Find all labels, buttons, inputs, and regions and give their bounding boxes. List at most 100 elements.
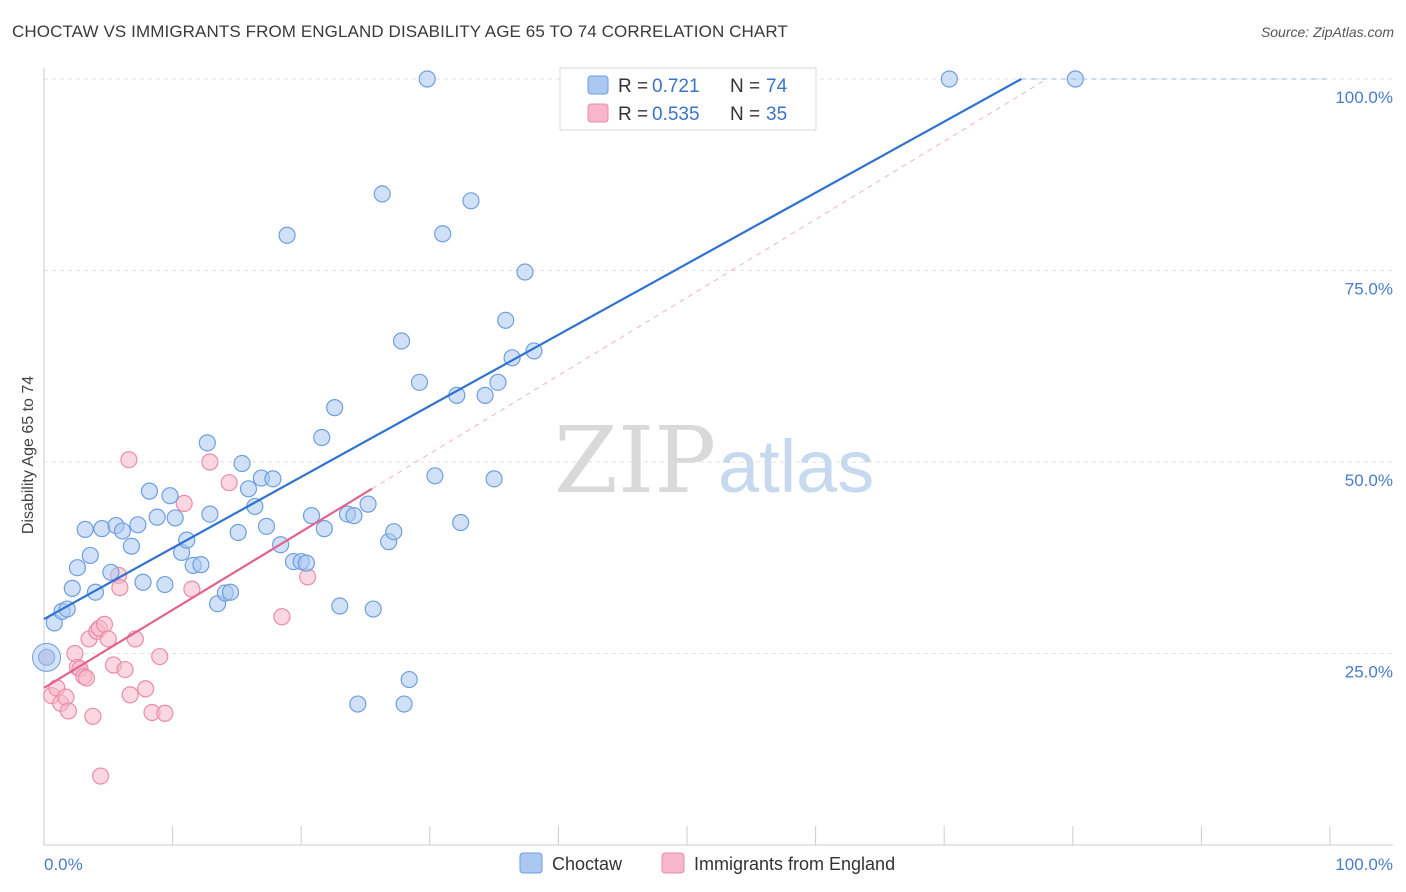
legend-r-label: R = (618, 76, 648, 97)
legend-box: R = 0.721 N = 74 R = 0.535 N = 35 (559, 67, 817, 131)
england-point (84, 707, 102, 725)
choctaw-point (221, 583, 240, 601)
england-trend-line (43, 487, 373, 689)
choctaw-point (122, 537, 141, 555)
england-trend-extension (371, 78, 1047, 490)
watermark-atlas: atlas (718, 425, 874, 508)
choctaw-point (233, 454, 251, 473)
y-tick-label-75: 75.0% (1345, 280, 1393, 299)
england-point (111, 579, 129, 597)
legend-n-value-england: 35 (766, 104, 787, 125)
choctaw-point (476, 386, 494, 404)
england-point (136, 680, 155, 698)
legend-n-value-choctaw: 74 (766, 76, 788, 97)
legend-n-label: N = (730, 104, 760, 125)
x-tick-labels: 0.0% 100.0% (44, 855, 1393, 874)
choctaw-point (148, 508, 166, 526)
choctaw-point (113, 522, 132, 540)
choctaw-point (364, 600, 382, 618)
choctaw-point (497, 311, 515, 329)
axes (43, 68, 1393, 846)
legend-n-label: N = (730, 76, 760, 97)
england-point (91, 767, 110, 785)
legend-swatch-choctaw (587, 75, 609, 95)
choctaw-point (81, 546, 99, 565)
choctaw-point (392, 332, 411, 350)
choctaw-point (68, 559, 87, 577)
choctaw-point (359, 495, 377, 513)
choctaw-point (161, 487, 179, 505)
choctaw-point (385, 523, 403, 541)
choctaw-point (434, 225, 452, 243)
choctaw-point (201, 505, 219, 523)
x-tick-label-min: 0.0% (44, 855, 83, 874)
england-point (116, 660, 134, 679)
choctaw-point (489, 373, 507, 391)
choctaw-point (229, 523, 247, 542)
choctaw-point (278, 226, 296, 244)
choctaw-point (426, 467, 444, 485)
bottom-legend: Choctaw Immigrants from England (519, 852, 895, 874)
choctaw-point (485, 470, 503, 488)
choctaw-point (297, 554, 315, 572)
choctaw-point (315, 520, 333, 538)
choctaw-point (452, 513, 470, 532)
y-tick-label-100: 100.0% (1335, 88, 1393, 107)
choctaw-point (63, 579, 81, 597)
bottom-legend-england: Immigrants from England (694, 854, 895, 874)
choctaw-point (192, 556, 210, 574)
england-point (273, 608, 291, 626)
choctaw-point (93, 520, 111, 538)
choctaw-point (102, 563, 120, 581)
choctaw-point (410, 373, 429, 391)
choctaw-point (418, 70, 436, 88)
choctaw-point (140, 482, 159, 500)
choctaw-point (302, 507, 321, 525)
x-tick-label-max: 100.0% (1335, 855, 1393, 874)
choctaw-point (395, 695, 413, 713)
bottom-legend-swatch-england (661, 852, 685, 874)
chart-title: CHOCTAW VS IMMIGRANTS FROM ENGLAND DISAB… (12, 22, 788, 41)
choctaw-point (345, 507, 363, 525)
england-point (77, 669, 96, 687)
england-point (151, 647, 169, 666)
england-point (201, 453, 219, 471)
choctaw-point (400, 670, 418, 689)
england-point (59, 702, 78, 720)
legend-r-label: R = (618, 104, 648, 125)
choctaw-point (257, 517, 276, 535)
choctaw-point (129, 516, 147, 534)
choctaw-point (331, 597, 349, 615)
england-point (95, 615, 114, 633)
y-tick-label-50: 50.0% (1345, 471, 1393, 490)
choctaw-point (462, 192, 480, 210)
england-point (156, 704, 174, 722)
england-point (175, 494, 193, 512)
england-point (120, 451, 138, 469)
y-axis-label: Disability Age 65 to 74 (20, 376, 37, 534)
bottom-legend-swatch-choctaw (519, 852, 543, 874)
series-choctaw (32, 70, 1084, 713)
choctaw-point (166, 509, 184, 527)
choctaw-point (349, 695, 367, 713)
choctaw-point-large (32, 642, 62, 672)
choctaw-trend-line (43, 78, 1022, 620)
choctaw-point (264, 470, 282, 488)
choctaw-point (326, 399, 344, 417)
legend-r-value-england: 0.535 (652, 104, 700, 125)
england-point (99, 630, 117, 648)
choctaw-point (198, 434, 216, 452)
choctaw-point (940, 70, 958, 88)
trend-lines (43, 78, 1330, 689)
gridlines (44, 78, 1393, 654)
source-label: Source: ZipAtlas.com (1260, 24, 1394, 40)
england-point (220, 474, 238, 492)
choctaw-point (134, 573, 152, 591)
legend-r-value-choctaw: 0.721 (652, 76, 700, 97)
choctaw-point (313, 428, 331, 447)
bottom-legend-choctaw: Choctaw (552, 854, 623, 874)
choctaw-point (156, 575, 174, 594)
watermark: ZIP atlas (554, 407, 874, 514)
series-immigrants-from-england (37, 451, 317, 785)
